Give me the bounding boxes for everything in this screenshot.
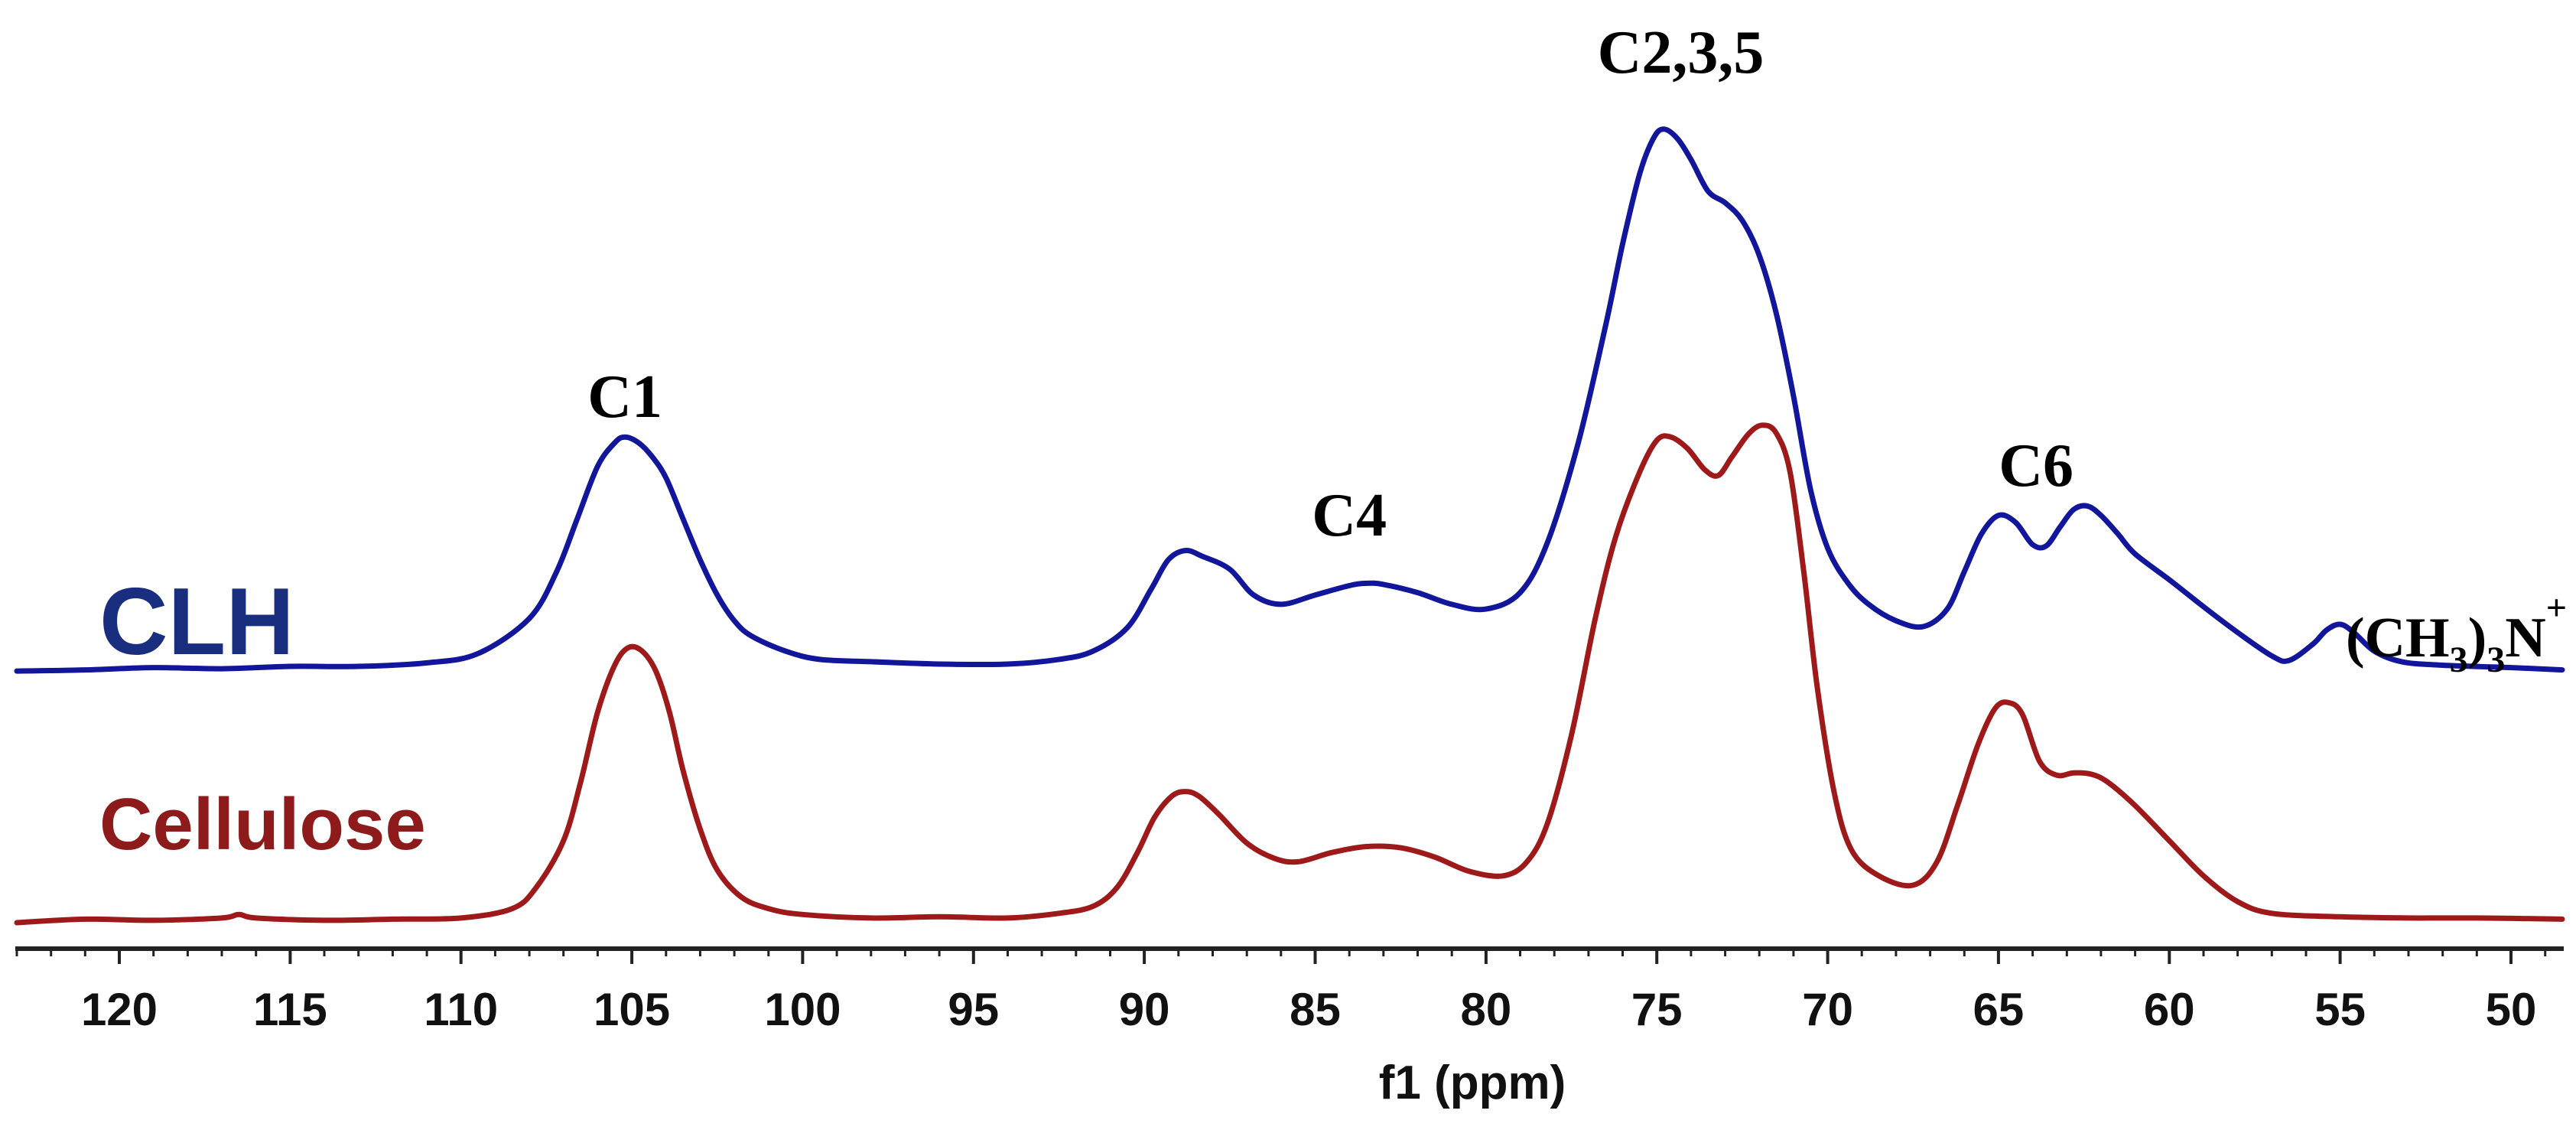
x-tick-label: 95 bbox=[948, 984, 999, 1035]
x-tick-label: 80 bbox=[1461, 984, 1512, 1035]
x-axis-title: f1 (ppm) bbox=[1379, 1057, 1566, 1109]
series-line-clh bbox=[14, 126, 2565, 674]
x-tick-label: 120 bbox=[81, 984, 158, 1035]
x-tick-label: 70 bbox=[1802, 984, 1853, 1035]
x-tick-label: 115 bbox=[253, 984, 327, 1035]
peak-label-c235: C2,3,5 bbox=[1598, 19, 1764, 86]
x-tick-label: 110 bbox=[424, 984, 498, 1035]
peak-annotations: C1 C4 C2,3,5 C6 (CH3)3N+ bbox=[587, 19, 2567, 680]
peak-label-c1: C1 bbox=[587, 363, 662, 431]
x-axis: 120 115 110 105 100 95 90 85 80 75 70 65 60 55 50 bbox=[15, 946, 2564, 1035]
peak-label-trimethylammonium: (CH3)3N+ bbox=[2346, 588, 2567, 680]
x-tick-label: 55 bbox=[2314, 984, 2366, 1035]
x-tick-label: 75 bbox=[1631, 984, 1683, 1035]
x-tick-label: 85 bbox=[1290, 984, 1341, 1035]
peak-label-c4: C4 bbox=[1312, 482, 1387, 549]
series-line-cellulose bbox=[14, 422, 2565, 926]
x-tick-label: 65 bbox=[1973, 984, 2025, 1035]
series-label-cellulose: Cellulose bbox=[99, 783, 426, 865]
spectrum-curves bbox=[14, 126, 2565, 926]
peak-label-c6: C6 bbox=[1999, 432, 2073, 500]
x-tick-label: 60 bbox=[2144, 984, 2195, 1035]
x-tick-label: 105 bbox=[594, 984, 670, 1035]
x-tick-label: 50 bbox=[2486, 984, 2537, 1035]
x-tick-label: 90 bbox=[1119, 984, 1170, 1035]
series-label-clh: CLH bbox=[99, 569, 294, 675]
x-tick-label: 100 bbox=[764, 984, 841, 1035]
